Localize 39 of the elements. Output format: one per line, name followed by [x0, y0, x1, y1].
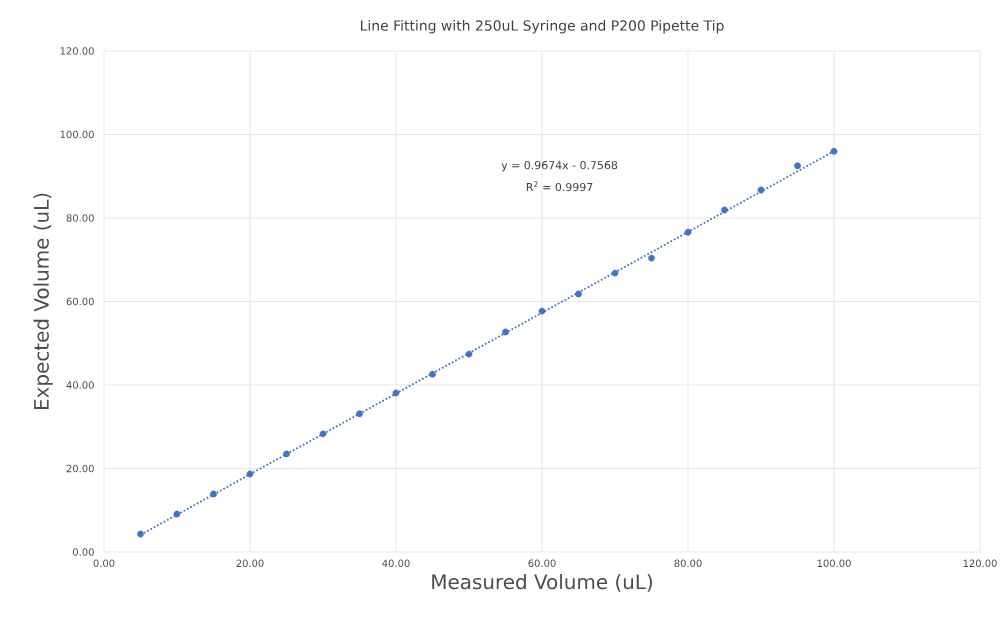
point: [356, 410, 363, 418]
point: [611, 269, 619, 277]
y-tick-label: 120.00: [60, 47, 94, 55]
point: [575, 290, 582, 298]
x-tick-label: 120.00: [963, 559, 997, 568]
x-tick-label: 40.00: [382, 559, 410, 568]
y-tick-label: 0.00: [72, 548, 94, 556]
annotation: R$^{2}$ = 0.9997: [526, 181, 593, 192]
y-tick-label: 20.00: [66, 464, 94, 473]
x-tick-label: 80.00: [674, 559, 702, 568]
point: [538, 307, 546, 315]
y-axis-title: Expected Volume (uL): [33, 193, 53, 410]
point: [502, 328, 509, 336]
point: [283, 450, 290, 458]
y-tick-label: 40.00: [66, 381, 94, 389]
x-tick-label: 60.00: [528, 559, 556, 568]
point: [794, 162, 801, 170]
point: [757, 186, 765, 194]
point: [392, 389, 400, 397]
x-tick-label: 20.00: [236, 559, 264, 568]
y-tick-label: 80.00: [66, 214, 94, 222]
y-tick-label: 60.00: [66, 297, 94, 306]
point: [429, 370, 436, 378]
point: [830, 147, 838, 155]
point: [210, 490, 217, 498]
point: [173, 510, 181, 518]
x-tick-label: 100.00: [817, 559, 851, 568]
point: [319, 430, 327, 438]
annotation: y = 0.9674x - 0.7568: [501, 161, 618, 172]
x-axis-title: Measured Volume (uL): [432, 573, 652, 592]
x-tick-label: 0.00: [93, 559, 115, 568]
y-tick-label: 100.00: [60, 130, 94, 139]
point: [721, 206, 728, 214]
point: [684, 228, 692, 236]
point: [246, 470, 254, 478]
point: [465, 350, 473, 358]
chart-title: Line Fitting with 250uL Syringe and P200 Pipette Tip: [360, 20, 724, 34]
point: [648, 254, 655, 262]
point: [137, 530, 144, 538]
